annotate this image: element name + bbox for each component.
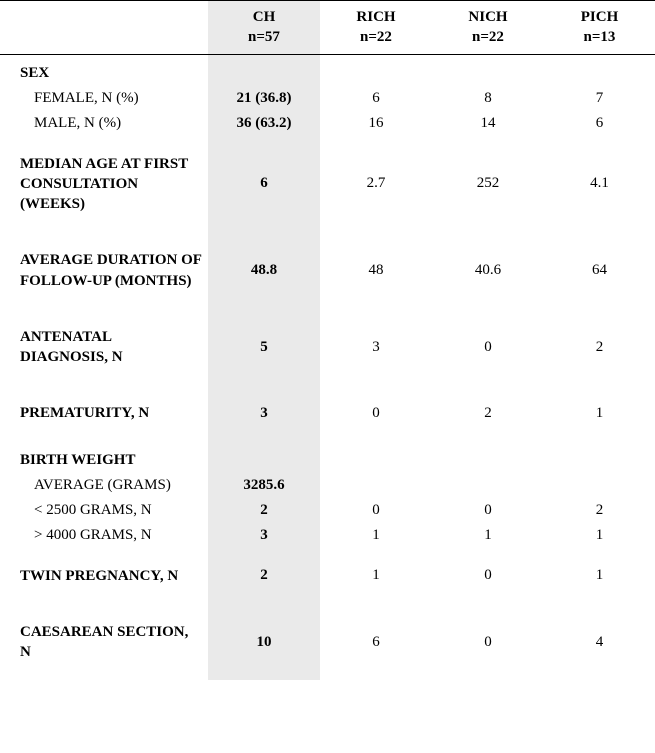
label-median-age: MEDIAN AGE AT FIRST CONSULTATION (WEEKS) xyxy=(0,136,208,233)
header-ch-label2: n=57 xyxy=(208,27,320,47)
cell-antenatal-nich: 0 xyxy=(432,309,544,386)
cell-bw-gt4000-ch: 3 xyxy=(208,523,320,548)
label-bw-lt2500: < 2500 GRAMS, N xyxy=(0,498,208,523)
cell-female-ch: 21 (36.8) xyxy=(208,86,320,111)
cell-caesarean-ch: 10 xyxy=(208,604,320,681)
cell-caesarean-pich: 4 xyxy=(544,604,655,681)
cell-bw-lt2500-nich: 0 xyxy=(432,498,544,523)
label-followup: AVERAGE DURATION OF FOLLOW-UP (MONTHS) xyxy=(0,232,208,309)
cell-median-age-rich: 2.7 xyxy=(320,136,432,233)
label-caesarean: CAESAREAN SECTION, N xyxy=(0,604,208,681)
cell-bw-gt4000-rich: 1 xyxy=(320,523,432,548)
cell-male-nich: 14 xyxy=(432,111,544,136)
label-twin: TWIN PREGNANCY, N xyxy=(0,548,208,604)
row-followup: AVERAGE DURATION OF FOLLOW-UP (MONTHS) 4… xyxy=(0,232,655,309)
cell-twin-pich: 1 xyxy=(544,548,655,604)
row-caesarean: CAESAREAN SECTION, N 10 6 0 4 xyxy=(0,604,655,681)
header-ch: CH n=57 xyxy=(208,1,320,55)
row-male: MALE, N (%) 36 (63.2) 16 14 6 xyxy=(0,111,655,136)
header-rich-label2: n=22 xyxy=(320,27,432,47)
header-pich-label1: PICH xyxy=(544,7,655,27)
row-twin: TWIN PREGNANCY, N 2 1 0 1 xyxy=(0,548,655,604)
cell-followup-rich: 48 xyxy=(320,232,432,309)
cell-male-pich: 6 xyxy=(544,111,655,136)
header-rich: RICH n=22 xyxy=(320,1,432,55)
cell-bw-average-pich xyxy=(544,473,655,498)
row-birthweight-heading: BIRTH WEIGHT xyxy=(0,442,655,473)
label-prematurity: PREMATURITY, N xyxy=(0,385,208,441)
row-bw-average: AVERAGE (GRAMS) 3285.6 xyxy=(0,473,655,498)
header-nich: NICH n=22 xyxy=(432,1,544,55)
label-male: MALE, N (%) xyxy=(0,111,208,136)
cell-bw-lt2500-rich: 0 xyxy=(320,498,432,523)
cell-bw-lt2500-ch: 2 xyxy=(208,498,320,523)
label-bw-average: AVERAGE (GRAMS) xyxy=(0,473,208,498)
header-pich-label2: n=13 xyxy=(544,27,655,47)
cell-median-age-ch: 6 xyxy=(208,136,320,233)
row-bw-lt2500: < 2500 GRAMS, N 2 0 0 2 xyxy=(0,498,655,523)
cell-male-ch: 36 (63.2) xyxy=(208,111,320,136)
header-nich-label1: NICH xyxy=(432,7,544,27)
header-nich-label2: n=22 xyxy=(432,27,544,47)
cell-antenatal-pich: 2 xyxy=(544,309,655,386)
cell-followup-pich: 64 xyxy=(544,232,655,309)
header-blank xyxy=(0,1,208,55)
cell-bw-average-ch: 3285.6 xyxy=(208,473,320,498)
row-sex-heading: SEX xyxy=(0,54,655,86)
label-female: FEMALE, N (%) xyxy=(0,86,208,111)
table-header-row: CH n=57 RICH n=22 NICH n=22 PICH n=13 xyxy=(0,1,655,55)
cell-caesarean-rich: 6 xyxy=(320,604,432,681)
cell-twin-rich: 1 xyxy=(320,548,432,604)
cell-prematurity-pich: 1 xyxy=(544,385,655,441)
cell-female-nich: 8 xyxy=(432,86,544,111)
row-bw-gt4000: > 4000 GRAMS, N 3 1 1 1 xyxy=(0,523,655,548)
cell-female-pich: 7 xyxy=(544,86,655,111)
header-ch-label1: CH xyxy=(208,7,320,27)
cell-antenatal-ch: 5 xyxy=(208,309,320,386)
clinical-characteristics-table: CH n=57 RICH n=22 NICH n=22 PICH n=13 SE… xyxy=(0,0,655,680)
header-pich: PICH n=13 xyxy=(544,1,655,55)
cell-bw-average-rich xyxy=(320,473,432,498)
label-bw-gt4000: > 4000 GRAMS, N xyxy=(0,523,208,548)
row-antenatal: ANTENATAL DIAGNOSIS, N 5 3 0 2 xyxy=(0,309,655,386)
row-female: FEMALE, N (%) 21 (36.8) 6 8 7 xyxy=(0,86,655,111)
cell-median-age-pich: 4.1 xyxy=(544,136,655,233)
cell-prematurity-nich: 2 xyxy=(432,385,544,441)
cell-female-rich: 6 xyxy=(320,86,432,111)
cell-followup-nich: 40.6 xyxy=(432,232,544,309)
row-median-age: MEDIAN AGE AT FIRST CONSULTATION (WEEKS)… xyxy=(0,136,655,233)
cell-caesarean-nich: 0 xyxy=(432,604,544,681)
cell-bw-average-nich xyxy=(432,473,544,498)
cell-bw-gt4000-pich: 1 xyxy=(544,523,655,548)
cell-followup-ch: 48.8 xyxy=(208,232,320,309)
cell-bw-gt4000-nich: 1 xyxy=(432,523,544,548)
label-birthweight: BIRTH WEIGHT xyxy=(0,442,208,473)
cell-median-age-nich: 252 xyxy=(432,136,544,233)
cell-antenatal-rich: 3 xyxy=(320,309,432,386)
cell-prematurity-ch: 3 xyxy=(208,385,320,441)
header-rich-label1: RICH xyxy=(320,7,432,27)
cell-twin-ch: 2 xyxy=(208,548,320,604)
cell-twin-nich: 0 xyxy=(432,548,544,604)
label-sex: SEX xyxy=(0,54,208,86)
cell-prematurity-rich: 0 xyxy=(320,385,432,441)
cell-male-rich: 16 xyxy=(320,111,432,136)
row-prematurity: PREMATURITY, N 3 0 2 1 xyxy=(0,385,655,441)
cell-bw-lt2500-pich: 2 xyxy=(544,498,655,523)
label-antenatal: ANTENATAL DIAGNOSIS, N xyxy=(0,309,208,386)
